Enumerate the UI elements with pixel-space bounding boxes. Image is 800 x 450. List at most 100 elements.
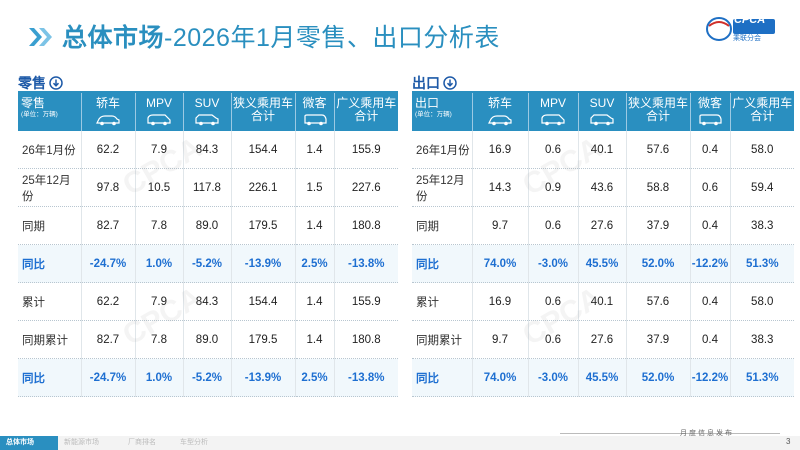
row-label: 同比 bbox=[18, 244, 81, 283]
table-cell: 74.0% bbox=[471, 358, 528, 397]
table-cell: 58.0 bbox=[729, 282, 794, 321]
double-chevron-icon bbox=[29, 28, 52, 46]
export-table: 出口 (单位：万辆) 轿车 MPV SUV 狭义乘用车合计 微客 广义乘用车合计 26年1月份 1… bbox=[412, 93, 794, 397]
column-header: 轿车 bbox=[471, 93, 528, 131]
table-cell: -13.8% bbox=[333, 244, 398, 283]
column-header: 狭义乘用车合计 bbox=[230, 93, 295, 131]
sedan-icon bbox=[96, 115, 120, 126]
suv-icon bbox=[195, 114, 219, 126]
table-cell: -12.2% bbox=[689, 358, 730, 397]
table-row: 同比 -24.7% 1.0% -5.2% -13.9% 2.5% -13.8% bbox=[18, 358, 398, 397]
table-cell: 0.4 bbox=[689, 206, 730, 245]
table-cell: 2.5% bbox=[294, 244, 334, 283]
table-cell: 38.3 bbox=[729, 320, 794, 359]
table-row: 同比 -24.7% 1.0% -5.2% -13.9% 2.5% -13.8% bbox=[18, 244, 398, 283]
row-label: 同比 bbox=[412, 358, 472, 397]
table-cell: 180.8 bbox=[333, 206, 398, 245]
page-title: 总体市场-2026年1月零售、出口分析表 bbox=[62, 18, 500, 54]
table-cell: -12.2% bbox=[689, 244, 730, 283]
sedan-icon bbox=[488, 115, 512, 126]
row-label: 同比 bbox=[18, 358, 81, 397]
retail-section-title: 零售 bbox=[18, 73, 63, 93]
table-cell: 62.2 bbox=[80, 282, 135, 321]
table-cell: 0.6 bbox=[527, 282, 578, 321]
table-cell: -5.2% bbox=[182, 244, 231, 283]
table-cell: 1.4 bbox=[294, 206, 334, 245]
footer-tag: 月度信息发布 bbox=[680, 430, 734, 437]
table-cell: 62.2 bbox=[80, 131, 135, 169]
row-label: 同期 bbox=[18, 206, 81, 245]
column-header: SUV bbox=[182, 93, 231, 131]
footer-tab-model[interactable]: 车型分析 bbox=[180, 439, 208, 446]
export-section-title: 出口 bbox=[412, 73, 457, 93]
title-bold: 总体市场 bbox=[62, 24, 165, 52]
table-cell: 9.7 bbox=[471, 320, 528, 359]
footer-nav: 总体市场 新能源市场 厂商排名 车型分析 bbox=[0, 436, 800, 450]
row-label: 同期累计 bbox=[412, 320, 472, 359]
footer-tab-ranking[interactable]: 厂商排名 bbox=[128, 439, 156, 446]
column-header: 微客 bbox=[294, 93, 334, 131]
table-cell: 37.9 bbox=[625, 320, 690, 359]
table-cell: 10.5 bbox=[134, 168, 183, 207]
export-divider bbox=[412, 91, 794, 93]
column-header: 狭义乘用车合计 bbox=[625, 93, 690, 131]
table-cell: 52.0% bbox=[625, 358, 690, 397]
table-cell: 227.6 bbox=[333, 168, 398, 207]
table-row: 26年1月份 16.9 0.6 40.1 57.6 0.4 58.0 bbox=[412, 131, 794, 169]
table-cell: 45.5% bbox=[577, 244, 626, 283]
table-cell: 84.3 bbox=[182, 131, 231, 169]
table-row: 累计 62.2 7.9 84.3 154.4 1.4 155.9 bbox=[18, 282, 398, 321]
table-cell: 40.1 bbox=[577, 282, 626, 321]
table-cell: 0.6 bbox=[527, 320, 578, 359]
table-row: 同比 74.0% -3.0% 45.5% 52.0% -12.2% 51.3% bbox=[412, 244, 794, 283]
table-cell: 57.6 bbox=[625, 282, 690, 321]
table-cell: 89.0 bbox=[182, 206, 231, 245]
row-label: 25年12月份 bbox=[412, 168, 472, 207]
row-label: 累计 bbox=[18, 282, 81, 321]
table-cell: 0.4 bbox=[689, 320, 730, 359]
table-cell: 16.9 bbox=[471, 131, 528, 169]
table-cell: 14.3 bbox=[471, 168, 528, 207]
table-cell: 89.0 bbox=[182, 320, 231, 359]
column-header: SUV bbox=[577, 93, 626, 131]
table-cell: 0.6 bbox=[689, 168, 730, 207]
footer-tab-nev[interactable]: 新能源市场 bbox=[64, 439, 99, 446]
table-cell: 154.4 bbox=[230, 131, 295, 169]
table-cell: 59.4 bbox=[729, 168, 794, 207]
row-label: 26年1月份 bbox=[18, 131, 81, 169]
table-cell: -24.7% bbox=[80, 244, 135, 283]
table-row: 累计 16.9 0.6 40.1 57.6 0.4 58.0 bbox=[412, 282, 794, 321]
table-cell: 7.8 bbox=[134, 320, 183, 359]
table-cell: -13.8% bbox=[333, 358, 398, 397]
table-cell: 82.7 bbox=[80, 206, 135, 245]
header-row: 出口 (单位：万辆) 轿车 MPV SUV 狭义乘用车合计 微客 广义乘用车合计 bbox=[412, 93, 794, 131]
table-cell: 0.4 bbox=[689, 282, 730, 321]
mpv-icon bbox=[541, 114, 565, 126]
row-label: 25年12月份 bbox=[18, 168, 81, 207]
footer-tab-overall[interactable]: 总体市场 bbox=[0, 436, 58, 450]
logo-subtitle: 乘联分会 bbox=[733, 35, 761, 42]
column-header: 微客 bbox=[689, 93, 730, 131]
row-label: 同期累计 bbox=[18, 320, 81, 359]
column-header: 广义乘用车合计 bbox=[333, 93, 398, 131]
retail-divider bbox=[18, 91, 398, 93]
table-cell: 43.6 bbox=[577, 168, 626, 207]
table-cell: 38.3 bbox=[729, 206, 794, 245]
row-label: 同期 bbox=[412, 206, 472, 245]
mpv-icon bbox=[147, 114, 171, 126]
table-cell: 58.8 bbox=[625, 168, 690, 207]
table-cell: -3.0% bbox=[527, 244, 578, 283]
minivan-icon bbox=[699, 114, 722, 126]
table-row: 同期累计 82.7 7.8 89.0 179.5 1.4 180.8 bbox=[18, 320, 398, 359]
table-cell: -13.9% bbox=[230, 244, 295, 283]
table-cell: 0.6 bbox=[527, 131, 578, 169]
table-cell: 52.0% bbox=[625, 244, 690, 283]
table-cell: 7.8 bbox=[134, 206, 183, 245]
table-row: 同期累计 9.7 0.6 27.6 37.9 0.4 38.3 bbox=[412, 320, 794, 359]
table-cell: 40.1 bbox=[577, 131, 626, 169]
table-cell: 179.5 bbox=[230, 320, 295, 359]
cpca-logo bbox=[706, 17, 775, 41]
header-corner: 出口 (单位：万辆) bbox=[412, 93, 472, 131]
table-row: 同期 82.7 7.8 89.0 179.5 1.4 180.8 bbox=[18, 206, 398, 245]
table-cell: 154.4 bbox=[230, 282, 295, 321]
